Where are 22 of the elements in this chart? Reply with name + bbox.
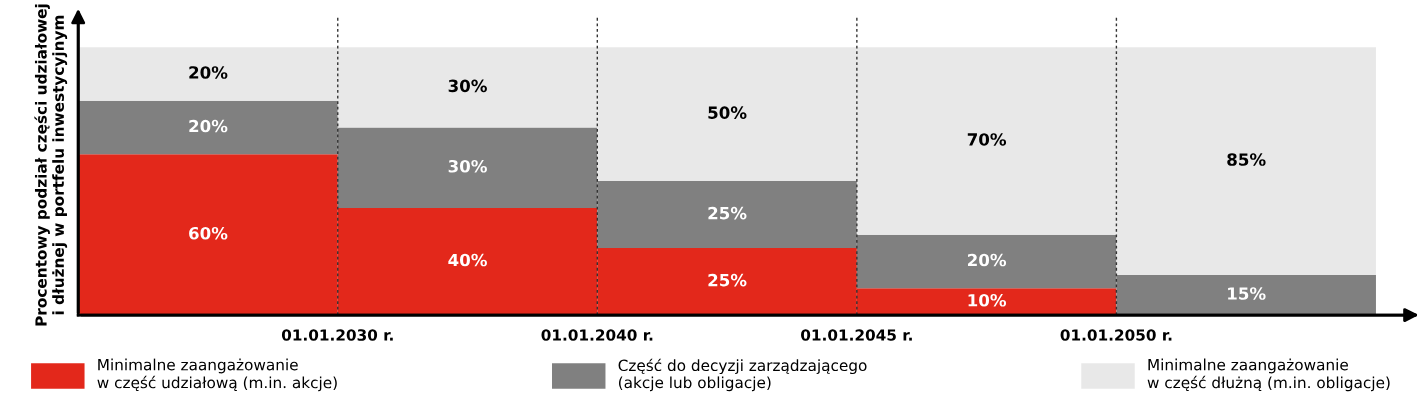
data-label: 70% [967,133,1007,146]
text: 01.01.2050 r. [1060,329,1172,341]
text: 01.01.2045 r. [801,329,912,341]
text: 01.01.2030 r. [281,329,393,341]
data-label: 30% [448,159,487,173]
data-label: 15% [1228,287,1266,300]
data-label: 25% [708,273,747,287]
legend-label: Minimalne zaangażowanie w część dłużną (m.in. obligacje) [1147,358,1390,392]
data-label: 20% [189,119,228,133]
data-label: 50% [708,106,747,119]
data-label: 30% [448,79,487,93]
data-label: 20% [189,66,228,79]
data-label: 40% [448,253,487,267]
data-label: 60% [189,226,228,240]
data-label: 20% [968,253,1007,267]
data-label: 10% [968,293,1007,307]
legend-label: Część do decyzji zarządzającego (akcje lub obligacje) [618,358,867,392]
text: 01.01.2040 r. [541,329,653,341]
data-label: 85% [1227,153,1266,166]
data-label: 25% [708,206,747,220]
y-axis-title: Procentowy podział części udziałowej i dłużnej w portfelu inwestycyjnym [34,4,68,326]
legend-label: Minimalne zaangażowanie w część udziałową (m.in. akcje) [97,358,337,392]
